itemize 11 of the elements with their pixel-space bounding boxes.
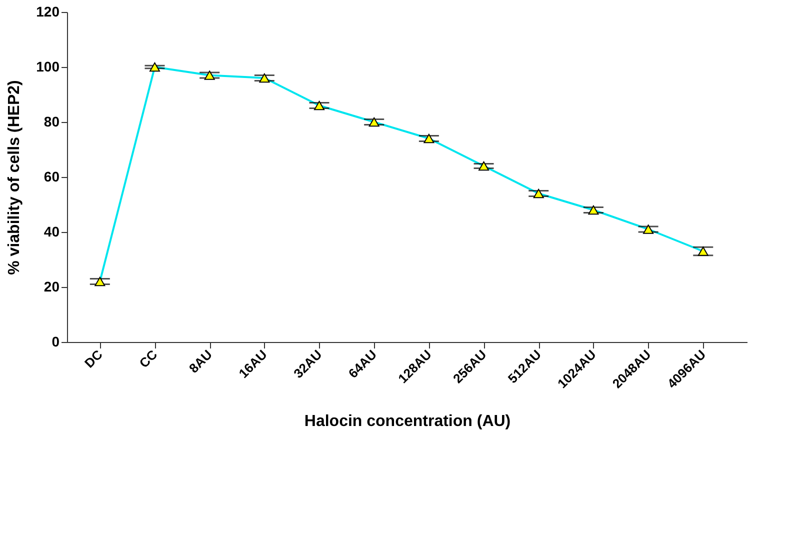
- y-axis-title: % viability of cells (HEP2): [6, 80, 24, 275]
- x-axis-title: Halocin concentration (AU): [304, 413, 511, 430]
- y-tick-label: 20: [44, 278, 60, 294]
- y-tick-label: 120: [36, 4, 60, 20]
- y-tick-label: 60: [44, 168, 60, 184]
- y-tick-label: 80: [44, 114, 60, 130]
- y-tick-label: 100: [36, 58, 60, 74]
- y-tick-label: 40: [44, 224, 60, 240]
- x-tick-label: CC: [136, 346, 161, 371]
- y-tick-label: 0: [52, 334, 60, 350]
- x-tick-label: DC: [81, 346, 106, 371]
